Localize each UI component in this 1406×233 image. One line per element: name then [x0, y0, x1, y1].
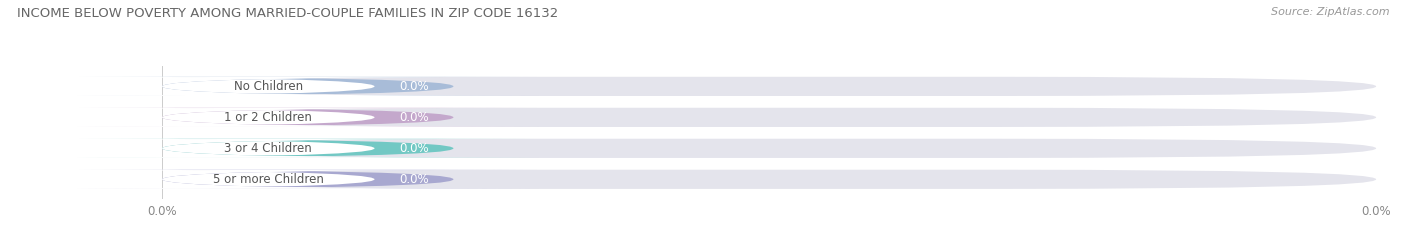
FancyBboxPatch shape — [77, 108, 538, 127]
FancyBboxPatch shape — [0, 139, 538, 158]
FancyBboxPatch shape — [77, 170, 538, 189]
FancyBboxPatch shape — [77, 77, 538, 96]
Text: 0.0%: 0.0% — [399, 80, 429, 93]
FancyBboxPatch shape — [0, 108, 538, 127]
Text: 0.0%: 0.0% — [399, 142, 429, 155]
FancyBboxPatch shape — [162, 170, 1376, 189]
FancyBboxPatch shape — [162, 77, 1376, 96]
FancyBboxPatch shape — [162, 108, 1376, 127]
FancyBboxPatch shape — [0, 77, 538, 96]
FancyBboxPatch shape — [77, 139, 538, 158]
Text: Source: ZipAtlas.com: Source: ZipAtlas.com — [1271, 7, 1389, 17]
Text: 0.0%: 0.0% — [399, 111, 429, 124]
FancyBboxPatch shape — [162, 139, 1376, 158]
FancyBboxPatch shape — [0, 170, 538, 189]
Text: INCOME BELOW POVERTY AMONG MARRIED-COUPLE FAMILIES IN ZIP CODE 16132: INCOME BELOW POVERTY AMONG MARRIED-COUPL… — [17, 7, 558, 20]
Text: 1 or 2 Children: 1 or 2 Children — [225, 111, 312, 124]
Text: 5 or more Children: 5 or more Children — [212, 173, 323, 186]
Text: 0.0%: 0.0% — [399, 173, 429, 186]
Text: No Children: No Children — [233, 80, 302, 93]
Text: 3 or 4 Children: 3 or 4 Children — [225, 142, 312, 155]
